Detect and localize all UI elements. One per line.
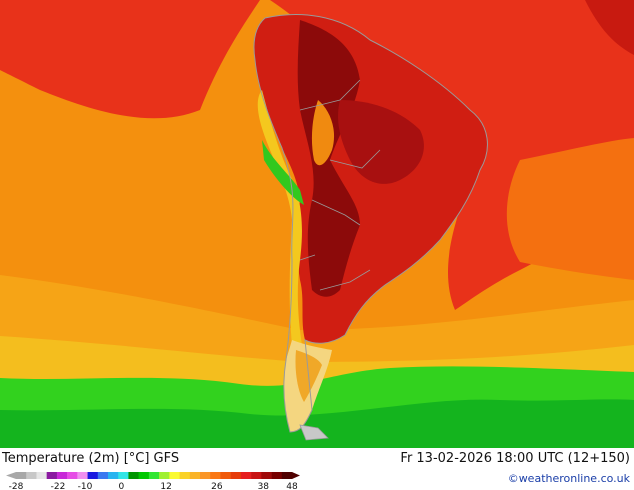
color-legend: -28 -22 -10 0 12 26 38 48 bbox=[6, 472, 300, 490]
legend-tick-label: -22 bbox=[51, 482, 66, 490]
legend-swatch bbox=[56, 472, 68, 479]
legend-swatch bbox=[118, 472, 129, 479]
legend-swatch bbox=[159, 472, 170, 479]
land-andes-green bbox=[262, 140, 304, 205]
legend-tick-label: 26 bbox=[211, 482, 223, 490]
legend-swatch bbox=[220, 472, 231, 479]
map-title: Temperature (2m) [°C] GFS bbox=[2, 451, 180, 466]
legend-swatch bbox=[200, 472, 211, 479]
credit-link[interactable]: ©weatheronline.co.uk bbox=[507, 472, 630, 485]
legend-swatch bbox=[230, 472, 242, 479]
legend-tick-label: 48 bbox=[286, 482, 298, 490]
border-lines bbox=[299, 79, 381, 291]
island-tierra-del-fuego bbox=[299, 424, 329, 441]
legend-swatch bbox=[108, 472, 119, 479]
legend-swatch bbox=[189, 472, 201, 479]
legend-arrow-low bbox=[6, 472, 16, 479]
legend-tick-label: -28 bbox=[9, 482, 24, 490]
coastline bbox=[253, 13, 488, 433]
map-datetime: Fr 13-02-2026 18:00 UTC (12+150) bbox=[400, 451, 630, 466]
legend-swatch bbox=[169, 472, 180, 479]
land-amazon-warm bbox=[338, 100, 424, 184]
legend-swatch bbox=[67, 472, 78, 479]
land-andes-yellow bbox=[257, 90, 302, 345]
legend-tick-label: 38 bbox=[258, 482, 270, 490]
legend-swatch bbox=[148, 472, 160, 479]
land-north-corner bbox=[585, 0, 634, 55]
legend-swatch bbox=[128, 472, 139, 479]
legend-swatch bbox=[281, 472, 293, 479]
legend-swatch bbox=[26, 472, 37, 479]
ocean-east-orange bbox=[506, 138, 634, 280]
legend-swatch bbox=[138, 472, 150, 479]
legend-swatch bbox=[210, 472, 221, 479]
legend-swatch bbox=[261, 472, 272, 479]
legend-swatch bbox=[36, 472, 47, 479]
legend-swatch bbox=[97, 472, 109, 479]
ocean-north-hot bbox=[0, 0, 634, 310]
legend-tick-label: -10 bbox=[78, 482, 93, 490]
legend-tick-label: 0 bbox=[119, 482, 125, 490]
land-interior-very-hot bbox=[297, 20, 360, 297]
ocean-north-hot-west bbox=[0, 0, 260, 119]
legend-tick-label: 12 bbox=[160, 482, 171, 490]
cold-band-deep bbox=[0, 399, 634, 448]
legend-swatch bbox=[240, 472, 252, 479]
legend-swatch bbox=[77, 472, 88, 479]
temperature-map bbox=[0, 0, 634, 448]
legend-swatch bbox=[179, 472, 191, 479]
legend-swatch bbox=[251, 472, 262, 479]
legend-swatch bbox=[16, 472, 27, 479]
legend-swatch bbox=[46, 472, 58, 479]
legend-arrow-high bbox=[292, 472, 300, 479]
legend-swatch bbox=[87, 472, 99, 479]
map-footer: Temperature (2m) [°C] GFS Fr 13-02-2026 … bbox=[0, 448, 634, 490]
ocean-south-orange bbox=[0, 275, 634, 362]
legend-swatch bbox=[271, 472, 283, 479]
land-plateau-orange bbox=[311, 100, 335, 166]
